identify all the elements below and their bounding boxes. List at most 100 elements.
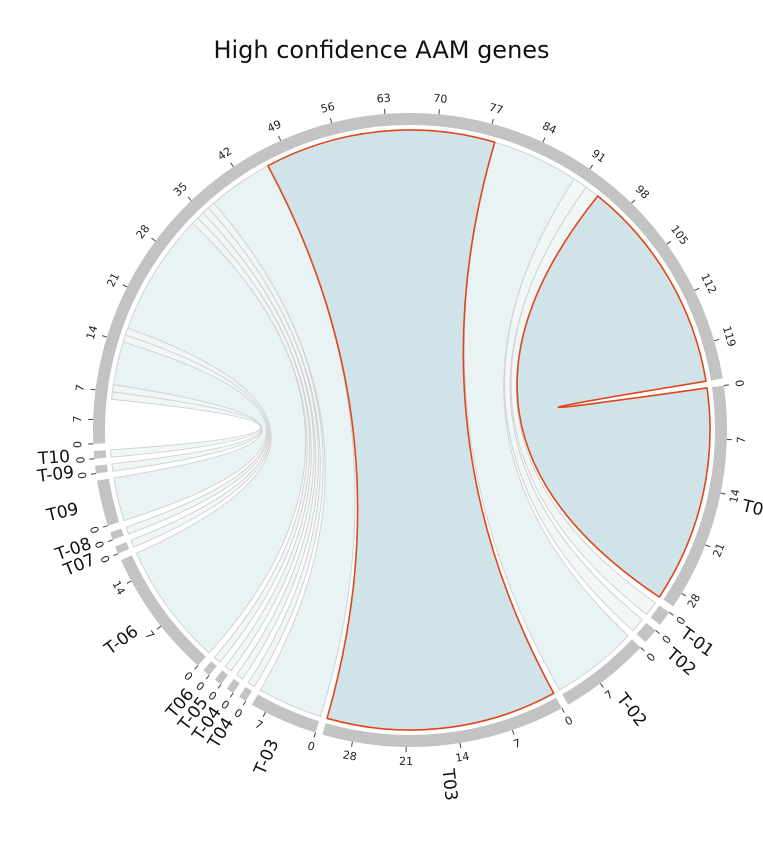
tick-mark (640, 647, 645, 652)
tick-mark (102, 335, 108, 338)
tick-mark (459, 742, 462, 749)
tick-mark (723, 384, 729, 387)
tick-label: 0 (73, 456, 87, 464)
tick-label: 0 (232, 706, 245, 721)
tick-label: 49 (265, 118, 283, 136)
segment-arc-t-05 (214, 670, 229, 685)
tick-mark (205, 674, 210, 680)
tick-mark (151, 237, 156, 242)
tick-label: 7 (253, 718, 265, 733)
tick-mark (102, 525, 108, 528)
tick-mark (122, 284, 128, 288)
segment-arc-t07 (115, 542, 130, 554)
tick-label: 35 (171, 180, 190, 199)
tick-mark (714, 338, 720, 342)
tick-label: 0 (644, 650, 658, 664)
tick-mark (242, 700, 247, 706)
tick-mark (113, 553, 119, 557)
segment-arc-t-06 (121, 555, 206, 666)
tick-label: 0 (181, 669, 195, 683)
segment-arc-t01 (663, 385, 728, 607)
tick-label: 21 (399, 755, 413, 768)
tick-label: 98 (633, 183, 652, 202)
tick-mark (126, 580, 132, 584)
tick-label: 0 (87, 525, 102, 536)
tick-label: 70 (433, 92, 448, 106)
tick-label: 7 (71, 415, 84, 422)
tick-label: 42 (215, 145, 234, 164)
segment-label-t03: T03 (437, 767, 460, 802)
tick-mark (313, 732, 316, 738)
tick-label: 84 (540, 119, 558, 137)
tick-mark (217, 684, 222, 689)
tick-label: 0 (193, 679, 207, 693)
tick-label: 0 (732, 379, 746, 388)
chord-aam-to-t-02 (463, 141, 629, 691)
chord-aam-to-t04 (207, 202, 324, 688)
tick-mark (187, 196, 192, 201)
segment-arc-t-08 (110, 528, 124, 540)
segment-arc-t-04 (226, 678, 240, 694)
tick-label: 0 (75, 471, 89, 480)
tick-label: 0 (563, 714, 575, 729)
tick-mark (681, 593, 687, 597)
tick-label: 0 (92, 539, 107, 550)
segment-label-t01: T01 (739, 496, 763, 523)
segment-label-t-06: T-06 (100, 622, 142, 660)
chord-aam-to-t02 (504, 178, 643, 632)
tick-mark (694, 287, 700, 291)
tick-label: 0 (219, 698, 232, 713)
chord-aam-to-t01 (516, 195, 711, 598)
tick-label: 28 (685, 592, 703, 611)
tick-mark (561, 707, 565, 713)
tick-mark (705, 544, 711, 548)
segment-arc-t06 (203, 661, 217, 676)
segment-label-t10: T10 (36, 447, 70, 470)
tick-mark (511, 729, 515, 735)
tick-mark (230, 162, 234, 168)
segment-arc-t-03 (251, 694, 320, 733)
tick-label: 14 (109, 579, 127, 598)
tick-label: 28 (342, 748, 358, 763)
tick-label: 0 (97, 554, 112, 566)
tick-mark (351, 741, 353, 747)
tick-label: 14 (454, 750, 470, 765)
segment-arc-t03 (322, 697, 562, 748)
tick-mark (655, 630, 660, 634)
segment-arc-t-01 (650, 605, 670, 625)
segment-label-t-03: T-03 (250, 736, 283, 778)
chord-aam-to-t03 (267, 129, 555, 731)
tick-mark (668, 611, 674, 616)
chord-aam-to-t-05 (197, 212, 315, 672)
chord-aam-to-t-04 (202, 207, 320, 680)
tick-mark (666, 240, 672, 245)
tick-mark (156, 625, 162, 630)
tick-mark (107, 539, 113, 543)
tick-mark (491, 118, 494, 124)
chord-aam-to-t10 (110, 391, 262, 458)
tick-mark (329, 117, 333, 123)
segment-arc-t-02 (562, 639, 641, 705)
tick-mark (278, 135, 282, 141)
segment-label-t09: T09 (44, 499, 81, 526)
tick-label: 14 (727, 488, 743, 504)
tick-label: 14 (84, 324, 101, 341)
tick-label: 7 (73, 384, 87, 393)
tick-label: 105 (668, 223, 691, 248)
diagram-title: High confidence AAM genes (213, 36, 550, 64)
segments-layer (92, 112, 728, 748)
tick-mark (589, 164, 594, 170)
segment-arc-t09 (97, 478, 120, 526)
tick-label: 0 (71, 441, 84, 449)
segment-arc-t-09 (95, 464, 108, 474)
tick-mark (631, 199, 636, 204)
chord-aam-to-t-06 (127, 222, 306, 654)
tick-mark (229, 692, 234, 698)
tick-label: 63 (376, 92, 391, 106)
tick-mark (90, 388, 96, 391)
tick-mark (262, 711, 266, 717)
tick-label: 28 (134, 222, 153, 241)
tick-label: 77 (488, 101, 505, 117)
